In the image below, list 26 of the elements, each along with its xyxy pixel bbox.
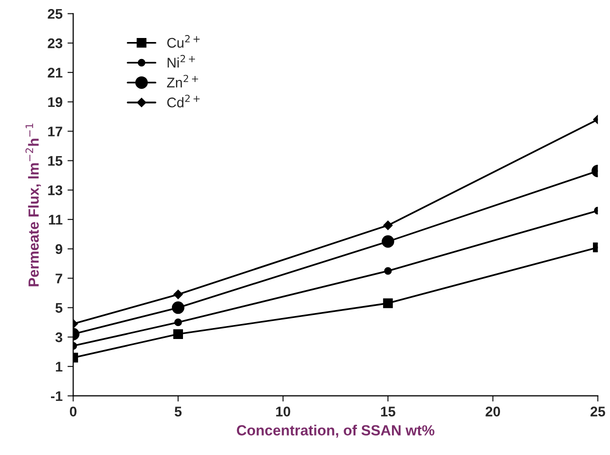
y-tick-label: 9 (56, 244, 62, 254)
x-tick-label: 5 (174, 406, 182, 416)
legend-label: Cu$^{2+}$ (167, 35, 200, 48)
y-tick-label: 7 (56, 274, 62, 284)
y-tick-label: 23 (48, 38, 62, 48)
y-tick-label: -1 (50, 391, 62, 401)
y-tick-label: 13 (48, 185, 62, 196)
y-tick-label: 21 (48, 68, 62, 78)
y-tick-label: 25 (48, 8, 62, 19)
y-axis-title: Permeate Flux, lm$^{−2}$h$^{−1}$ (25, 124, 41, 286)
legend-label: Zn$^{2+}$ (166, 74, 198, 88)
y-tick-label: 1 (56, 362, 62, 372)
x-tick-label: 25 (590, 406, 606, 416)
x-tick-label: 20 (486, 406, 500, 416)
y-tick-label: 15 (48, 156, 62, 166)
legend-label: Ni$^{2+}$ (168, 54, 195, 68)
x-tick-label: 10 (276, 406, 290, 416)
y-tick-label: 5 (55, 303, 62, 313)
x-axis-title: Concentration, of SSAN wt% (236, 424, 434, 438)
y-tick-label: 19 (48, 97, 62, 108)
x-tick-label: 15 (381, 406, 396, 416)
legend-label: Cd$^{2+}$ (167, 94, 200, 108)
y-tick-label: 3 (55, 332, 62, 342)
y-tick-label: 11 (48, 214, 62, 224)
y-tick-label: 17 (48, 126, 62, 136)
x-tick-label: 0 (70, 406, 76, 416)
